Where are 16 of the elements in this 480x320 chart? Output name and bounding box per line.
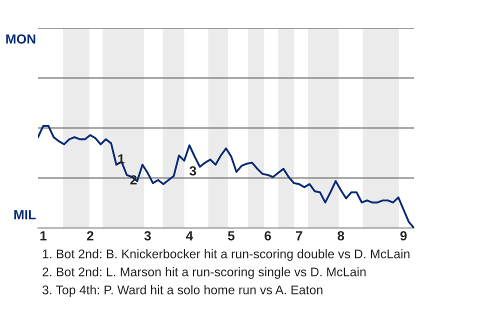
text: 1. Bot 2nd: B. Knickerbocker hit a run-scoring double vs D. McLain: [42, 249, 410, 261]
x-tick-label: 7: [296, 231, 302, 240]
text: MIL: [14, 210, 36, 220]
annotation: 3: [190, 166, 196, 176]
x-tick-label: 9: [400, 231, 407, 240]
x-tick-label: 4: [186, 231, 194, 240]
text: 3. Top 4th: P. Ward hit a solo home run vs A. Eaton: [42, 285, 322, 297]
text: 2. Bot 2nd: L. Marson hit a run-scoring single vs D. McLain: [42, 267, 366, 279]
x-tick-label: 5: [228, 231, 235, 240]
x-tick-label: 3: [144, 231, 151, 240]
x-tick-label: 8: [338, 231, 344, 240]
x-tick-label: 2: [87, 231, 94, 240]
x-tick-label: 6: [264, 231, 271, 240]
text: MON: [6, 34, 36, 44]
x-tick-label: 1: [40, 231, 47, 240]
annotation: 1: [118, 154, 124, 164]
